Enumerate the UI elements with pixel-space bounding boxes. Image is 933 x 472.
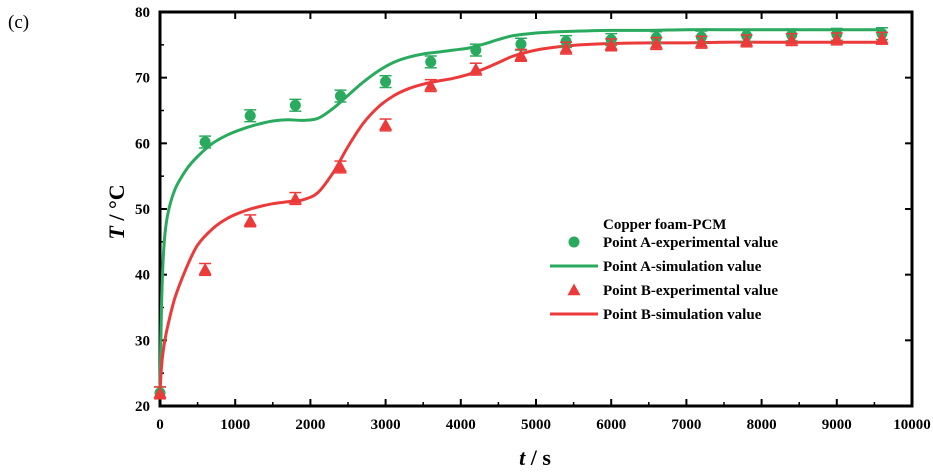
data-point xyxy=(289,99,301,111)
data-point xyxy=(333,160,347,173)
data-point xyxy=(244,110,256,122)
data-point xyxy=(514,48,528,61)
x-axis-label-unit: / s xyxy=(525,445,551,470)
legend-items: Point A-experimental value Point A-simula… xyxy=(550,235,778,323)
x-axis-label-var: t xyxy=(519,445,526,470)
x-tick-label: 8000 xyxy=(747,417,777,433)
series-line-0 xyxy=(158,28,882,393)
x-tick-label: 6000 xyxy=(596,417,626,433)
data-point xyxy=(199,136,211,148)
data-point xyxy=(559,41,573,54)
y-axis-label-unit: / °C xyxy=(104,184,129,226)
data-point xyxy=(288,191,302,204)
x-tick-label: 0 xyxy=(156,417,164,433)
legend-entry-label: Point B-simulation value xyxy=(603,307,762,323)
data-point xyxy=(785,33,799,45)
y-tick-label: 50 xyxy=(135,202,150,218)
x-tick-label: 7000 xyxy=(671,417,701,433)
plot-frame xyxy=(158,10,914,408)
x-tick-label: 1000 xyxy=(220,417,250,433)
data-point xyxy=(875,31,889,44)
y-tick-label: 80 xyxy=(135,5,150,21)
y-axis-label-var: T xyxy=(104,225,129,240)
data-point xyxy=(153,386,167,399)
y-tick-label: 40 xyxy=(135,268,150,284)
data-point xyxy=(469,62,483,75)
scatter-series-1 xyxy=(153,31,889,400)
legend-title: Copper foam-PCM xyxy=(603,217,726,233)
legend-entry-label: Point A-experimental value xyxy=(603,235,778,251)
plot-area: 0 1000 2000 3000 4000 5000 6000 7000 8000 9000 100… xyxy=(135,5,931,433)
data-point xyxy=(198,262,212,275)
data-point xyxy=(380,76,392,88)
data-point xyxy=(604,38,618,51)
legend-circle-swatch xyxy=(568,236,580,248)
x-tick-label: 3000 xyxy=(371,417,401,433)
y-tick-label: 60 xyxy=(135,136,150,152)
data-point xyxy=(425,56,437,68)
y-tick-label: 20 xyxy=(135,399,150,415)
data-point xyxy=(470,44,482,56)
y-axis-label: T / °C xyxy=(104,184,129,239)
x-tick-label: 2000 xyxy=(295,417,325,433)
scatter-series-0 xyxy=(154,27,888,400)
legend-entry-label: Point B-experimental value xyxy=(603,283,778,299)
data-point xyxy=(740,34,754,47)
legend-triangle-swatch xyxy=(567,283,581,296)
x-axis-label: t / s xyxy=(519,445,551,470)
legend-entry-label: Point A-simulation value xyxy=(603,259,762,275)
y-tick-label: 70 xyxy=(135,71,150,87)
x-tick-label: 9000 xyxy=(822,417,852,433)
data-point xyxy=(830,32,844,45)
data-point xyxy=(694,35,708,48)
data-point xyxy=(243,214,257,227)
y-tick-label: 30 xyxy=(135,333,150,349)
data-point xyxy=(649,37,663,49)
data-point xyxy=(424,79,438,91)
x-tick-label: 10000 xyxy=(893,417,931,433)
data-point xyxy=(334,90,346,102)
x-tick-label: 5000 xyxy=(521,417,551,433)
data-point xyxy=(379,118,393,131)
x-tick-label: 4000 xyxy=(446,417,476,433)
panel-label: (c) xyxy=(8,12,29,33)
data-point xyxy=(515,38,527,50)
series-line-1 xyxy=(158,40,882,394)
legend: Copper foam-PCM Point A-experimental val… xyxy=(550,217,778,323)
